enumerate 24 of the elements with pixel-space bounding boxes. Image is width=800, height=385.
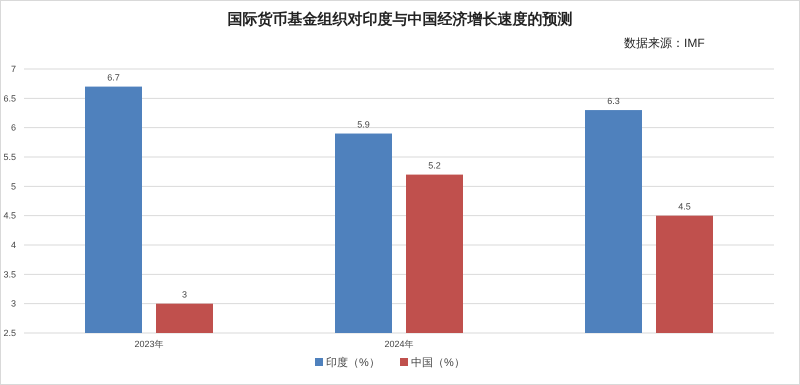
legend-label: 印度（%） (326, 356, 380, 369)
y-tick-label: 4.5 (3, 210, 16, 221)
y-tick-label: 7 (10, 64, 16, 74)
y-tick-label: 3.5 (3, 269, 16, 280)
data-label: 5.9 (357, 120, 370, 130)
chart-title: 国际货币基金组织对印度与中国经济增长速度的预测 (228, 10, 572, 28)
y-tick-label: 6 (10, 122, 16, 133)
y-tick-label: 6.5 (3, 93, 16, 104)
data-label: 6.7 (107, 72, 120, 83)
y-tick-label: 5.5 (3, 152, 16, 162)
legend-item: 中国（%） (400, 357, 465, 369)
y-tick-label: 5 (10, 181, 16, 192)
legend-item: 印度（%） (315, 357, 380, 369)
data-label: 5.2 (428, 160, 441, 171)
x-tick-label: 2023年 (134, 339, 164, 349)
x-tick-label: 2024年 (384, 339, 414, 349)
y-tick-label: 2.5 (3, 328, 16, 338)
y-tick-label: 4 (10, 240, 16, 250)
y-tick-label: 3 (10, 298, 16, 309)
data-label: 4.5 (678, 202, 691, 212)
data-label: 3 (182, 290, 188, 300)
legend-label: 中国（%） (411, 356, 465, 369)
data-label: 6.3 (607, 96, 620, 106)
source-note: 数据来源：IMF (624, 36, 705, 50)
